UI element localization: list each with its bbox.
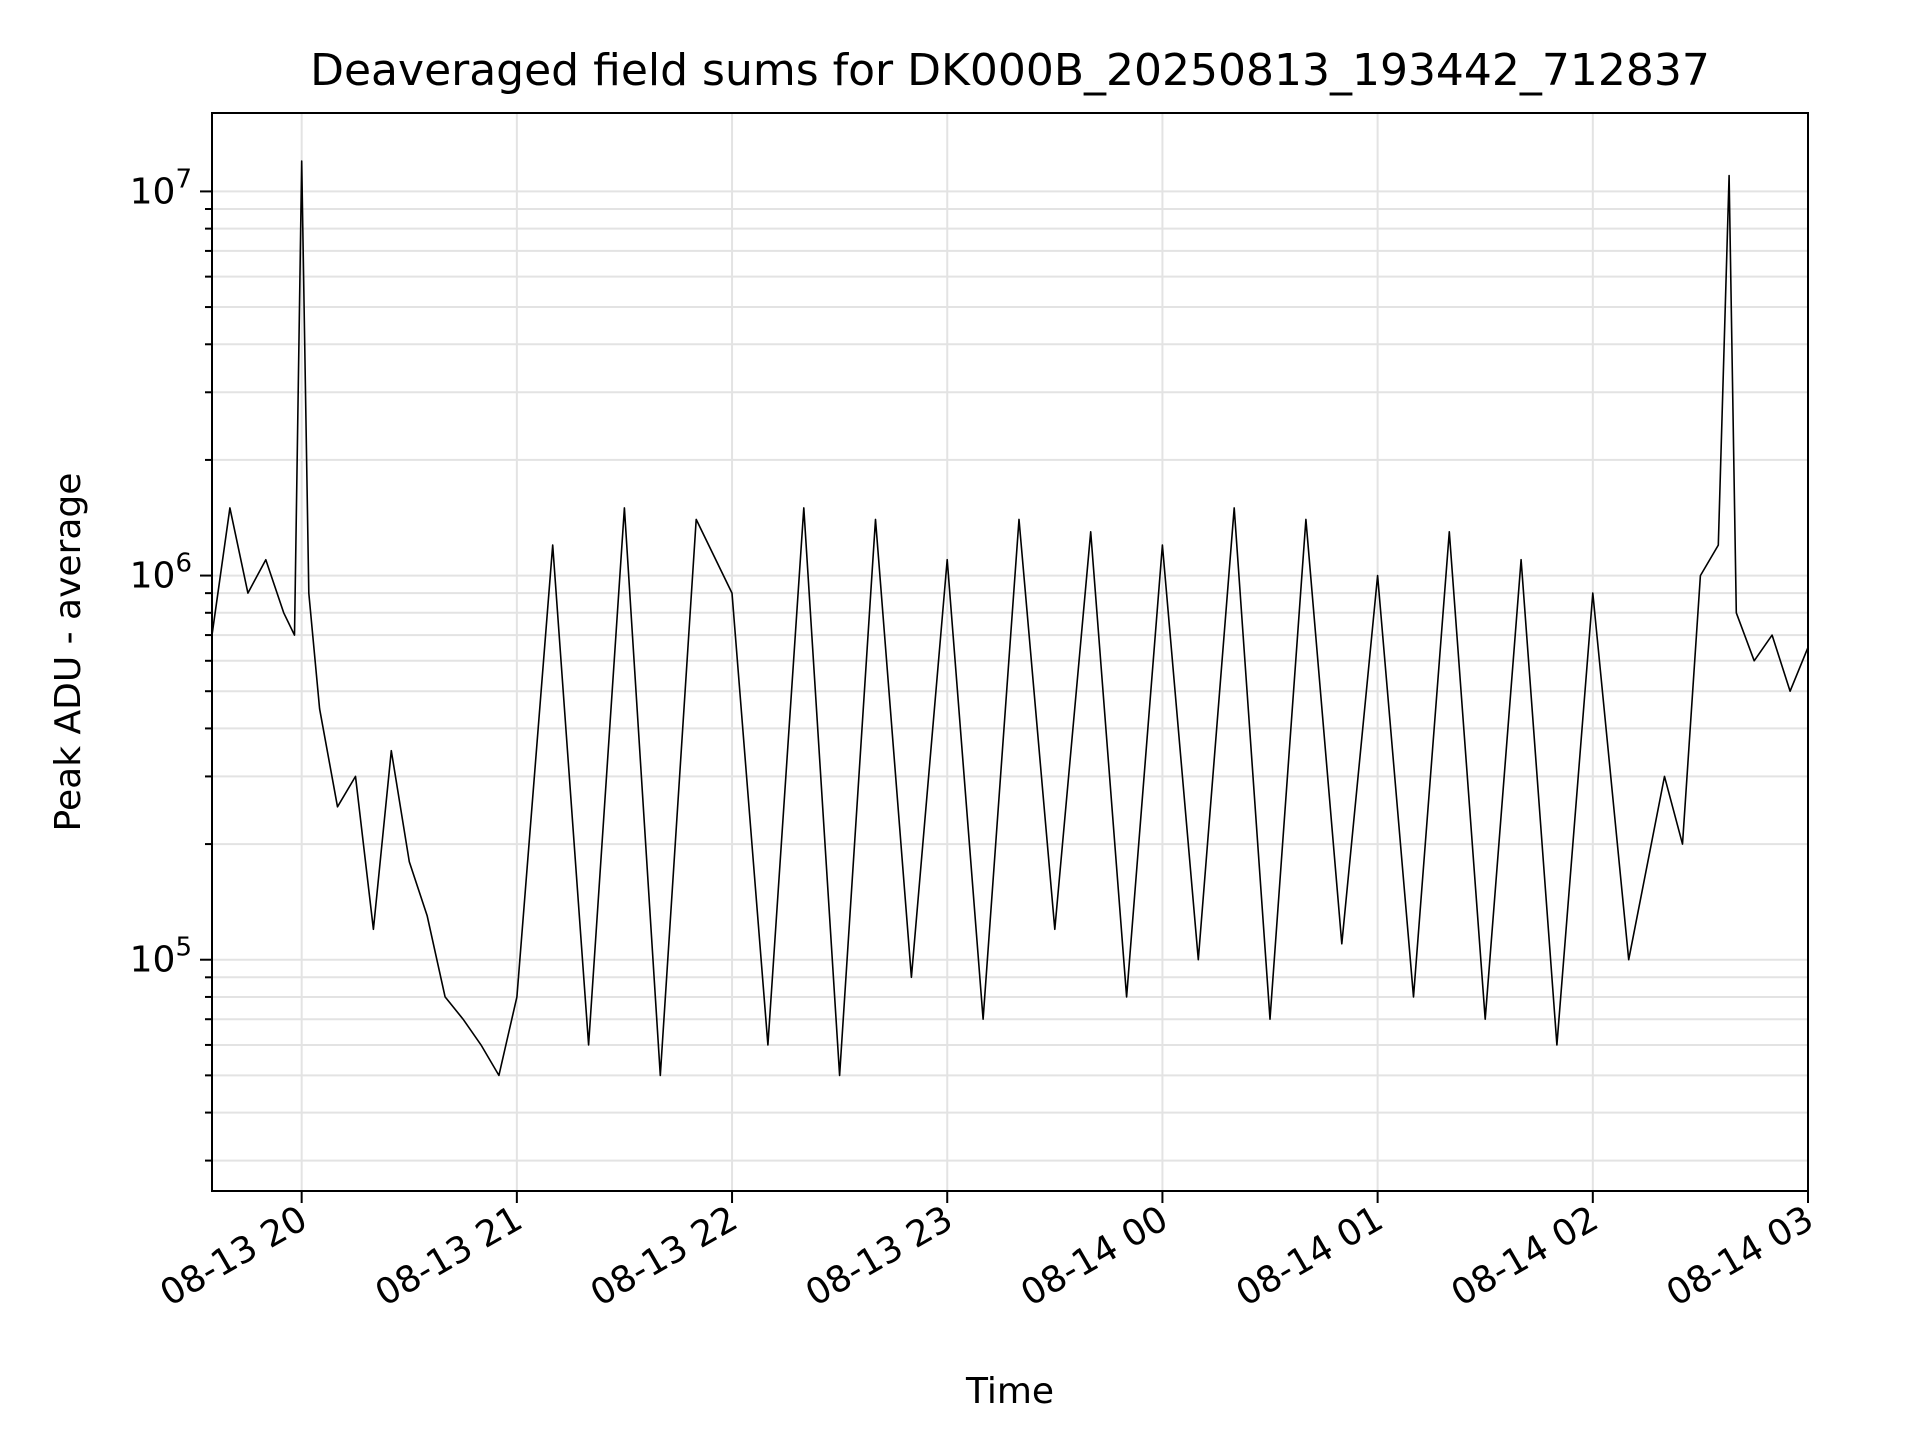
y-axis-ticks: 105 106 107 bbox=[130, 164, 212, 1162]
y-axis-label: Peak ADU - average bbox=[48, 473, 89, 832]
series-line-0 bbox=[211, 160, 1809, 1077]
y-tick-label: 107 bbox=[130, 164, 192, 212]
chart-title: Deaveraged field sums for DK000B_2025081… bbox=[310, 45, 1710, 96]
y-tick-label: 106 bbox=[130, 549, 192, 597]
data-series bbox=[211, 160, 1809, 1077]
x-axis-label: Time bbox=[965, 1371, 1054, 1412]
grid-lines bbox=[212, 113, 1809, 1191]
plot-frame bbox=[211, 112, 1809, 1192]
y-tick-label: 105 bbox=[130, 933, 192, 981]
